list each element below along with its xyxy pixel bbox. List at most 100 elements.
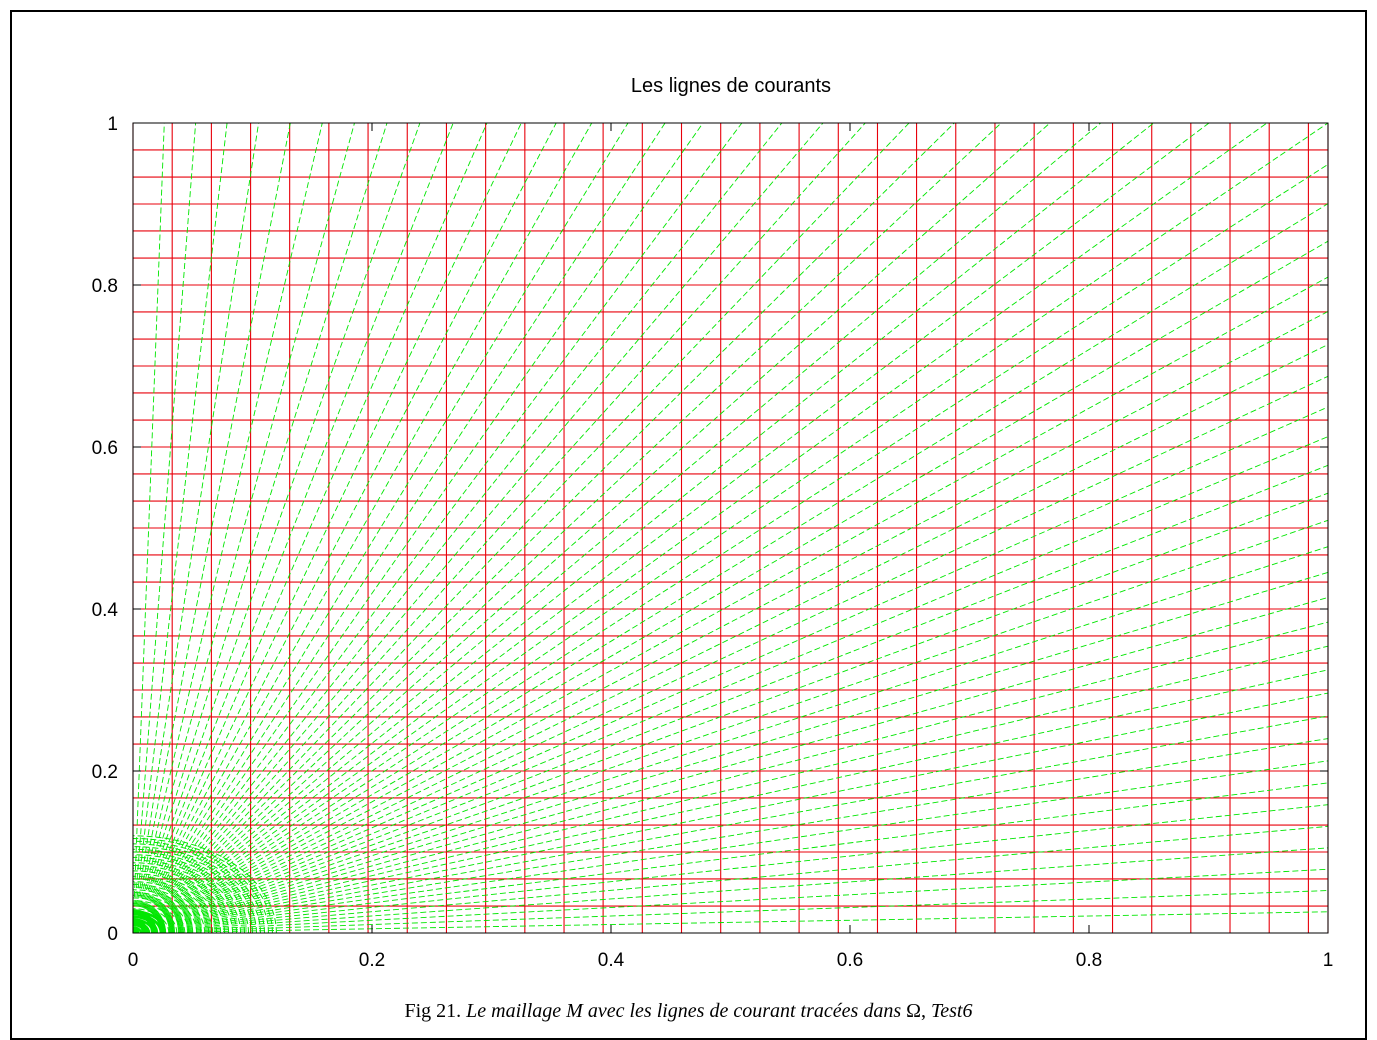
streamline-arc: [132, 915, 159, 934]
streamline-radial: [132, 122, 783, 934]
caption-omega: Ω,: [906, 1000, 926, 1022]
streamline-radial: [132, 122, 593, 934]
streamline-arc: [132, 886, 202, 934]
streamline-radial: [132, 825, 1329, 934]
streamline-radial: [132, 847, 1329, 934]
streamline-arc: [132, 881, 210, 934]
streamline-radial: [132, 122, 704, 934]
streamline-arc: [132, 912, 163, 934]
streamline-radial: [132, 122, 291, 934]
streamline-radial: [132, 163, 1329, 934]
streamline-arc: [132, 889, 198, 934]
streamline-radial: [132, 122, 522, 934]
streamline-radial: [132, 122, 260, 934]
streamline-radial: [132, 122, 557, 934]
streamline-arc: [132, 848, 257, 934]
chart-title: Les lignes de courants: [631, 75, 831, 97]
streamline-radial: [132, 203, 1329, 934]
streamline-radial: [132, 122, 824, 934]
streamline-arc: [132, 920, 151, 934]
streamline-radial: [132, 122, 1154, 934]
streamline-arc: [132, 875, 218, 934]
streamline-radial: [132, 122, 488, 934]
x-tick-label: 0.8: [1076, 950, 1102, 971]
streamline-radial: [132, 436, 1329, 934]
streamline-arc: [132, 862, 238, 934]
streamline-radial: [132, 621, 1329, 934]
streamline-arc: [132, 843, 265, 934]
streamline-radial: [132, 122, 355, 934]
streamline-radial: [132, 911, 1329, 934]
x-tick-label: 0.2: [359, 950, 385, 971]
streamlines-layer: [132, 122, 1329, 934]
streamline-radial: [132, 890, 1329, 934]
streamline-radial: [132, 122, 1268, 934]
streamline-radial: [132, 122, 955, 934]
x-tick-label: 0: [128, 950, 139, 971]
streamline-arc: [132, 897, 186, 934]
streamline-arc: [132, 923, 147, 934]
streamline-radial: [132, 760, 1329, 934]
x-tick-label: 1: [1323, 950, 1334, 971]
streamline-radial: [132, 868, 1329, 934]
streamline-arc: [132, 838, 273, 934]
streamline-arc: [132, 902, 178, 934]
streamline-radial: [132, 122, 866, 934]
streamline-arc: [132, 854, 250, 934]
streamline-radial: [132, 738, 1329, 934]
streamline-arc: [132, 867, 230, 934]
axis-ticks: 0 0.2 0.4 0.6 0.8 1 0 0.2 0.4 0.6 0.8 1: [92, 114, 1334, 971]
streamline-radial: [132, 122, 388, 934]
y-tick-label: 1: [107, 114, 118, 135]
y-tick-label: 0.8: [92, 276, 118, 297]
streamline-radial: [132, 240, 1329, 934]
streamline-radial: [132, 406, 1329, 934]
streamline-radial: [132, 692, 1329, 934]
figure-frame: [10, 10, 1367, 1040]
streamline-radial: [132, 122, 323, 934]
y-tick-label: 0: [107, 924, 118, 945]
streamline-radial: [132, 122, 454, 934]
streamline-radial: [132, 122, 629, 934]
streamline-radial: [132, 519, 1329, 934]
streamline-radial: [132, 375, 1329, 934]
streamline-radial: [132, 464, 1329, 934]
streamline-arc: [132, 865, 234, 934]
y-tick-label: 0.6: [92, 438, 118, 459]
y-tick-label: 0.2: [92, 762, 118, 783]
streamline-arc: [132, 900, 182, 934]
streamline-radial: [132, 782, 1329, 934]
streamline-arc: [132, 910, 167, 934]
streamline-arc: [132, 846, 261, 934]
streamline-radial: [132, 122, 1101, 934]
streamline-radial: [132, 276, 1329, 934]
streamline-radial: [132, 344, 1329, 934]
streamline-arc: [132, 873, 222, 934]
streamline-radial: [132, 645, 1329, 934]
streamline-arc: [132, 908, 170, 934]
streamline-arc: [132, 870, 226, 934]
streamline-radial: [132, 122, 228, 934]
streamline-arc: [132, 918, 155, 934]
caption-text2: avec les lignes de courant tracées dans: [587, 1000, 902, 1022]
streamline-radial: [132, 122, 165, 934]
chart-svg: Les lignes de courants 0 0.2 0.4 0.6 0.8 1 0 0.…: [92, 75, 1334, 971]
streamline-arc: [132, 905, 174, 934]
streamline-arc: [132, 878, 214, 934]
streamline-radial: [132, 122, 421, 934]
caption-text: Le maillage: [466, 1000, 562, 1022]
streamline-radial: [132, 122, 1051, 934]
streamline-arc: [132, 883, 206, 934]
caption-prefix: Fig 21.: [404, 1000, 462, 1022]
streamline-radial: [132, 122, 743, 934]
x-tick-label: 0.6: [837, 950, 863, 971]
plot-border: [132, 122, 1329, 934]
streamline-radial: [132, 122, 1329, 934]
streamline-radial: [132, 492, 1329, 934]
figure-caption: Fig 21. Le maillage M avec les lignes de…: [0, 1000, 1377, 1023]
caption-suffix: Test6: [930, 1000, 973, 1022]
streamline-radial: [132, 669, 1329, 934]
y-tick-label: 0.4: [92, 600, 119, 621]
streamline-arc: [132, 859, 242, 934]
x-tick-label: 0.4: [598, 950, 625, 971]
